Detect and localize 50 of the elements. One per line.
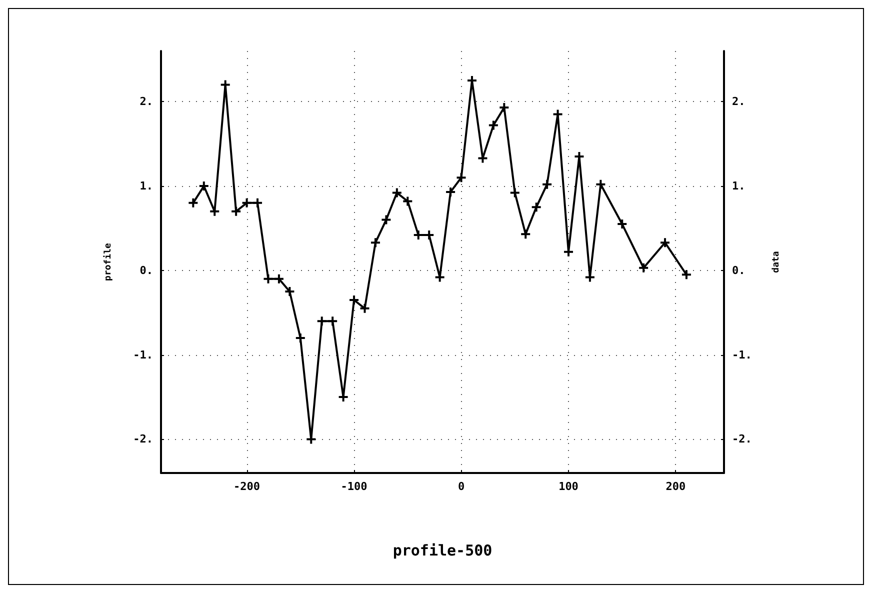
point (252, 197, 264, 208)
y-tick-label: 2. (140, 95, 153, 108)
point (327, 316, 338, 327)
point (209, 206, 220, 217)
point (273, 273, 284, 284)
point (660, 237, 671, 248)
point (316, 316, 328, 327)
y-tick-label: 1. (140, 180, 153, 193)
point (488, 120, 499, 131)
point (477, 152, 488, 164)
x-tick-label: -100 (340, 480, 368, 493)
y-tick-label: -2. (133, 432, 153, 446)
point (530, 202, 542, 213)
point (445, 186, 456, 198)
y2-tick-label: 2. (732, 95, 746, 108)
y-axis-title: profile (102, 242, 114, 281)
point (348, 294, 360, 306)
point (370, 237, 381, 248)
point (616, 218, 628, 230)
point (542, 178, 553, 190)
point (262, 273, 274, 284)
y2-tick-label: 0. (732, 264, 746, 277)
y-tick-label: 0. (140, 264, 153, 277)
y2-axis-title: data (772, 251, 782, 273)
y2-tick-label: -2. (732, 432, 752, 446)
x-tick-label: 100 (558, 480, 578, 493)
y-tick-label: -1. (133, 348, 153, 362)
point (498, 102, 510, 114)
y2-tick-label: -1. (732, 348, 752, 362)
point (456, 172, 467, 184)
point (509, 187, 520, 198)
point (294, 332, 306, 344)
point (359, 302, 370, 314)
y2-tick-label: 1. (732, 180, 746, 193)
point (595, 178, 606, 190)
point (680, 269, 692, 280)
x-tick-label: 200 (666, 480, 686, 493)
x-tick-label: 0 (458, 480, 465, 493)
point (380, 214, 392, 226)
point (188, 197, 199, 208)
point (230, 206, 242, 217)
point (241, 197, 252, 208)
point (402, 196, 414, 207)
point (198, 180, 210, 192)
x-axis-title: profile-500 (392, 542, 492, 560)
point (520, 228, 532, 240)
x-tick-label: -200 (234, 480, 260, 493)
point (638, 262, 650, 274)
point (391, 187, 402, 198)
point (284, 286, 296, 298)
